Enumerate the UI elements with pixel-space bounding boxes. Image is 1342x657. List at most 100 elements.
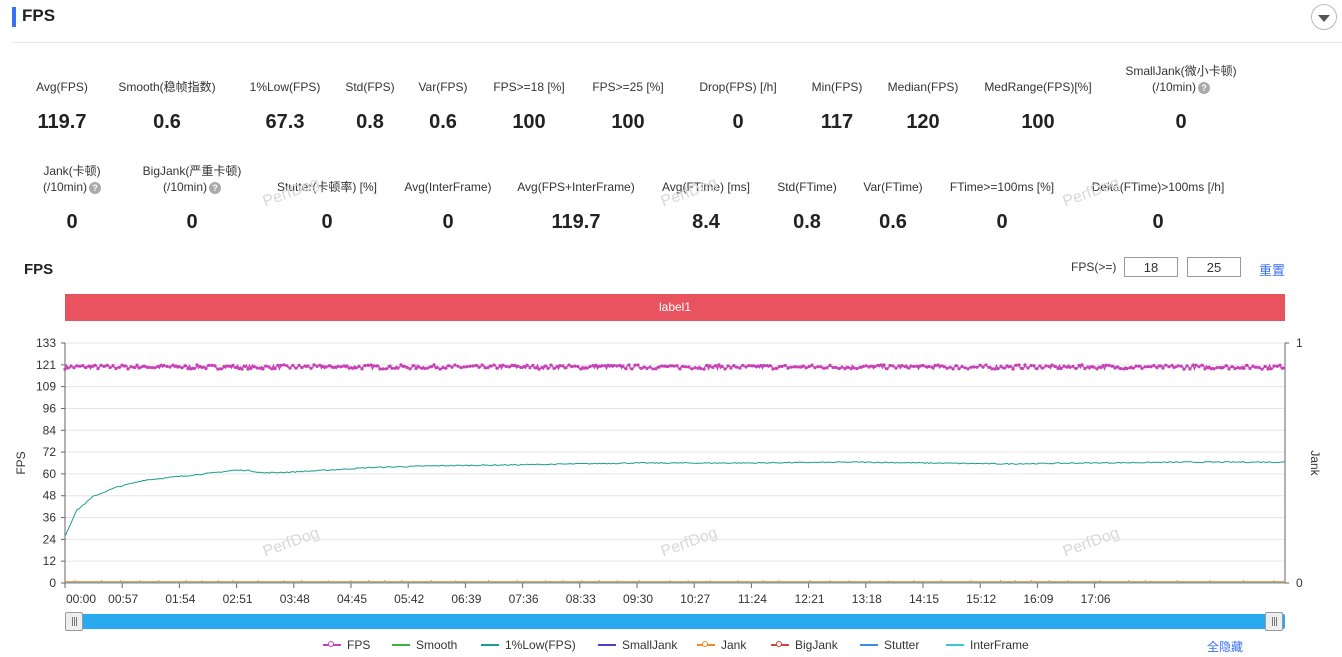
hide-all-button[interactable]: 全隐藏 <box>1207 640 1244 654</box>
data-point <box>378 367 382 371</box>
data-point <box>270 367 274 371</box>
data-point <box>372 364 376 368</box>
data-point <box>939 364 943 368</box>
legend-swatch-icon <box>946 640 964 650</box>
legend-item[interactable]: Smooth <box>392 638 457 652</box>
data-point <box>582 366 586 370</box>
metric-metrics_row1-9: Median(FPS) 120 <box>843 79 1003 159</box>
data-point <box>1122 367 1126 371</box>
metric-label: Drop(FPS) [/h] <box>699 80 777 94</box>
data-point <box>735 365 739 369</box>
data-point <box>1158 364 1162 368</box>
x-tick-label: 06:39 <box>451 592 481 606</box>
data-point <box>318 363 322 367</box>
data-point <box>99 363 103 367</box>
legend-item[interactable]: InterFrame <box>946 638 1029 652</box>
data-point <box>300 366 304 370</box>
data-point <box>846 365 850 370</box>
metric-metrics_row1-11: SmallJank(微小卡顿) (/10min)? 0 <box>1101 63 1261 143</box>
data-point <box>867 365 871 369</box>
help-icon[interactable]: ? <box>209 181 221 194</box>
data-point <box>1110 364 1114 368</box>
legend-item[interactable]: SmallJank <box>598 638 677 652</box>
data-point <box>708 364 712 368</box>
data-point <box>1149 365 1153 369</box>
data-point <box>837 366 841 371</box>
metric-label-unit-text: (/10min) <box>42 180 87 194</box>
data-point <box>477 365 481 369</box>
header-accent-bar <box>12 7 16 27</box>
data-point <box>972 365 976 369</box>
metric-metrics_row2-3: Avg(InterFrame) 0 <box>368 179 528 259</box>
metric-metrics_row2-4: Avg(FPS+InterFrame) 119.7 <box>496 179 656 259</box>
data-point <box>1218 365 1222 370</box>
metric-label: Stutter(卡顿率) [%] <box>276 180 377 194</box>
data-point <box>1146 365 1150 369</box>
data-point <box>183 364 187 368</box>
data-point <box>483 366 487 370</box>
data-point <box>732 364 736 368</box>
data-point <box>144 365 148 369</box>
data-point <box>1269 367 1273 371</box>
legend-label: Smooth <box>416 638 458 652</box>
metric-label: Var(FTime) <box>863 180 923 194</box>
data-point <box>786 366 790 370</box>
metric-value: 0.8 <box>793 211 821 233</box>
data-point <box>189 367 193 371</box>
data-point <box>1242 366 1246 370</box>
data-point <box>885 367 889 371</box>
legend-item[interactable]: FPS <box>323 638 370 652</box>
data-point <box>744 365 748 369</box>
metric-value: 100 <box>512 111 546 133</box>
data-point <box>396 366 400 370</box>
metric-metrics_row1-3: Std(FPS) 0.8 <box>290 79 450 159</box>
fps-threshold-input-1[interactable] <box>1124 257 1178 277</box>
data-point <box>903 365 907 369</box>
data-point <box>1191 363 1195 367</box>
time-range-scrollbar[interactable] <box>65 614 1285 629</box>
legend-item[interactable]: BigJank <box>771 638 838 652</box>
data-point <box>765 364 769 368</box>
x-tick-label: 05:42 <box>394 592 424 606</box>
y-tick-label: 96 <box>43 401 57 415</box>
fps-threshold-input-2[interactable] <box>1187 257 1241 277</box>
fps-threshold-label: FPS(>=) <box>1071 260 1117 274</box>
data-point <box>603 364 607 368</box>
help-icon[interactable]: ? <box>89 181 101 194</box>
metric-metrics_row2-8: FTime>=100ms [%] 0 <box>922 179 1082 259</box>
data-point <box>648 365 652 369</box>
data-point <box>633 363 637 367</box>
data-point <box>411 364 415 368</box>
data-point <box>444 366 448 370</box>
data-point <box>816 365 820 369</box>
help-icon[interactable]: ? <box>1198 81 1210 94</box>
reset-button[interactable]: 重置 <box>1259 263 1286 278</box>
data-point <box>1128 366 1132 370</box>
data-point <box>282 363 286 367</box>
data-point <box>777 365 781 369</box>
legend-item[interactable]: Jank <box>697 638 746 652</box>
fps-chart[interactable]: 133 121 109 96 84 72 60 48 36 24 12 0 1 0 FPS Jank 00:00… <box>0 330 1342 610</box>
legend-item[interactable]: Stutter <box>860 638 919 652</box>
data-point <box>351 366 355 370</box>
scroll-handle-right[interactable] <box>1265 612 1283 631</box>
data-point <box>771 367 775 371</box>
data-point <box>204 366 208 371</box>
data-point <box>1143 365 1147 369</box>
legend-label: FPS <box>347 638 371 652</box>
data-point <box>339 365 343 369</box>
data-point <box>486 366 490 370</box>
data-point <box>510 363 514 367</box>
data-point <box>1077 363 1081 368</box>
data-point <box>507 365 511 369</box>
data-point <box>87 364 91 368</box>
collapse-toggle-button[interactable] <box>1311 4 1337 30</box>
data-point <box>402 364 406 368</box>
scroll-handle-left[interactable] <box>65 612 83 631</box>
label-band[interactable]: label1 <box>65 294 1285 321</box>
legend-item[interactable]: 1%Low(FPS) <box>481 638 576 652</box>
data-point <box>387 364 391 369</box>
data-point <box>981 365 985 369</box>
metric-metrics_row1-0: Avg(FPS) 119.7 <box>0 79 142 159</box>
data-point <box>750 364 754 368</box>
